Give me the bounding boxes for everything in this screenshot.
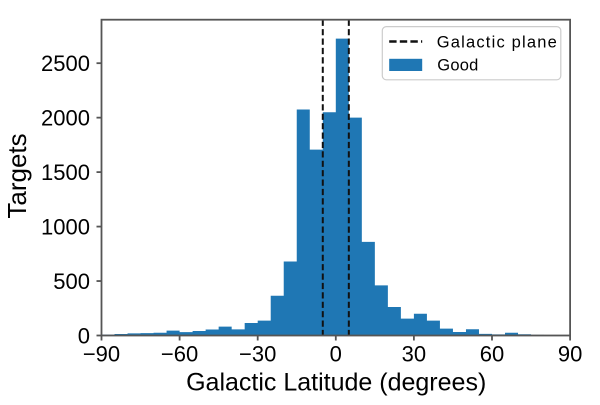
svg-text:0: 0	[78, 323, 90, 348]
svg-text:Good: Good	[437, 56, 478, 74]
svg-text:Galactic Latitude (degrees): Galactic Latitude (degrees)	[186, 368, 486, 396]
svg-text:Targets: Targets	[2, 133, 32, 218]
svg-text:−60: −60	[161, 342, 198, 367]
svg-text:2000: 2000	[41, 105, 90, 130]
svg-text:500: 500	[53, 269, 90, 294]
svg-text:90: 90	[558, 342, 582, 367]
svg-text:−30: −30	[239, 342, 276, 367]
svg-text:60: 60	[480, 342, 504, 367]
svg-text:30: 30	[402, 342, 426, 367]
svg-text:1000: 1000	[41, 214, 90, 239]
svg-text:−90: −90	[83, 342, 120, 367]
svg-text:Galactic plane: Galactic plane	[437, 34, 558, 52]
svg-text:0: 0	[330, 342, 342, 367]
svg-text:1500: 1500	[41, 160, 90, 185]
svg-text:2500: 2500	[41, 51, 90, 76]
